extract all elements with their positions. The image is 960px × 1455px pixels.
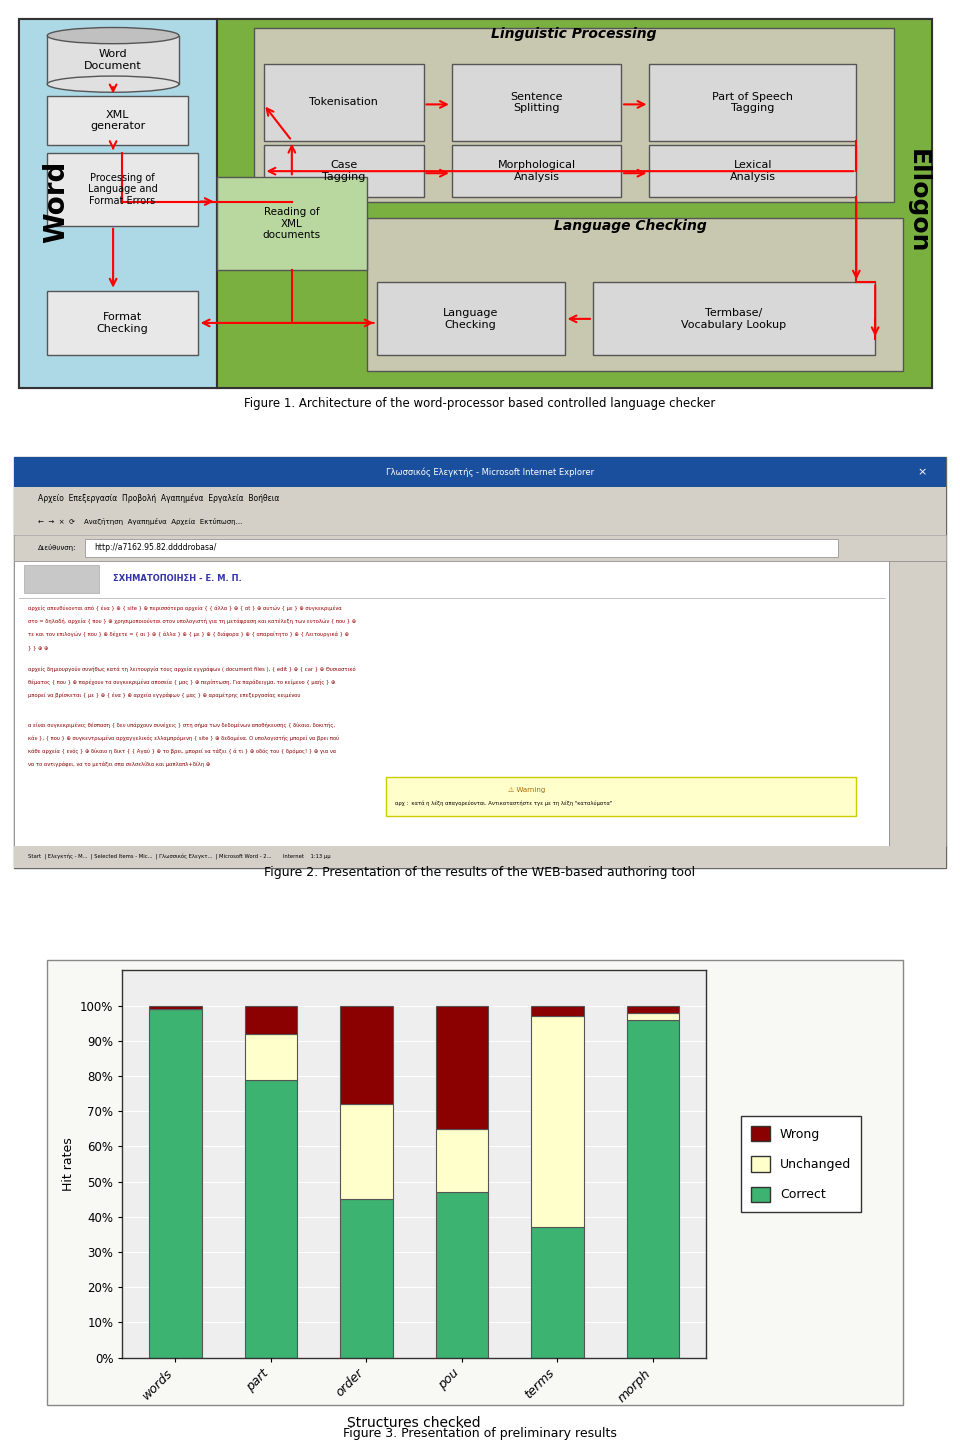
Bar xyxy=(47,35,179,84)
Text: Ellogon: Ellogon xyxy=(905,150,929,253)
Bar xyxy=(367,218,903,371)
Text: Linguistic Processing: Linguistic Processing xyxy=(492,26,657,41)
Text: Γλωσσικός Ελεγκτής - Microsoft Internet Explorer: Γλωσσικός Ελεγκτής - Microsoft Internet … xyxy=(386,467,594,477)
Bar xyxy=(47,153,198,226)
Bar xyxy=(19,563,884,595)
Text: θέματος { που } ⊕ παρέχουν τα συγκεκριμένα αποσεία { μας } ⊕ περίπτωση. Για παρά: θέματος { που } ⊕ παρέχουν τα συγκεκριμέ… xyxy=(29,679,336,685)
Bar xyxy=(24,565,99,594)
Text: αρχ :  κατά η λέξη απαγορεύονται. Αντικαταστήστε τγε με τη λέξη "καταλύματα": αρχ : κατά η λέξη απαγορεύονται. Αντικατ… xyxy=(396,800,612,806)
Text: αρχείς δημιουργούν συνήθως κατά τη λειτουργία τους αρχεία εγγράφων ( document fi: αρχείς δημιουργούν συνήθως κατά τη λειτο… xyxy=(29,666,356,672)
Bar xyxy=(649,146,856,198)
Text: Language Checking: Language Checking xyxy=(554,218,707,233)
Text: Processing of
Language and
Format Errors: Processing of Language and Format Errors xyxy=(87,173,157,207)
Bar xyxy=(217,19,931,387)
Text: Lexical
Analysis: Lexical Analysis xyxy=(730,160,776,182)
Bar xyxy=(593,282,876,355)
Bar xyxy=(217,178,367,271)
Text: XML
generator: XML generator xyxy=(90,109,145,131)
Text: Language
Checking: Language Checking xyxy=(443,308,498,330)
Text: Word
Document: Word Document xyxy=(84,49,142,71)
Bar xyxy=(19,19,217,387)
Text: } } ⊕ ⊕: } } ⊕ ⊕ xyxy=(29,645,49,650)
Text: http://a7162.95.82.ddddrobasa/: http://a7162.95.82.ddddrobasa/ xyxy=(94,543,217,553)
Text: Word: Word xyxy=(42,160,71,243)
Bar xyxy=(452,64,621,141)
Text: Αρχείο  Επεξεργασία  Προβολή  Αγαπημένα  Εργαλεία  Βοήθεια: Αρχείο Επεξεργασία Προβολή Αγαπημένα Εργ… xyxy=(37,493,279,503)
Text: Termbase/
Vocabulary Lookup: Termbase/ Vocabulary Lookup xyxy=(682,308,786,330)
Bar xyxy=(264,64,423,141)
Text: Figure 3. Presentation of preliminary results: Figure 3. Presentation of preliminary re… xyxy=(343,1426,617,1439)
Bar xyxy=(14,457,946,487)
Text: Case
Tagging: Case Tagging xyxy=(322,160,365,182)
Text: ΣΧΗΜΑΤΟΠΟΙΗΣΗ - Ε. Μ. Π.: ΣΧΗΜΑΤΟΠΟΙΗΣΗ - Ε. Μ. Π. xyxy=(113,573,242,582)
Text: Figure 2. Presentation of the results of the WEB-based authoring tool: Figure 2. Presentation of the results of… xyxy=(264,866,696,879)
Bar xyxy=(14,535,946,560)
Text: Figure 1. Architecture of the word-processor based controlled language checker: Figure 1. Architecture of the word-proce… xyxy=(244,397,716,410)
Text: ⚠ Warning: ⚠ Warning xyxy=(509,787,545,793)
Text: Part of Speech
Tagging: Part of Speech Tagging xyxy=(712,92,793,113)
Bar xyxy=(452,146,621,198)
Ellipse shape xyxy=(47,28,179,44)
Text: αρχείς απευθύνονται από { ένα } ⊕ { site } ⊕ περισσότερα αρχεία { { άλλα } ⊕ { α: αρχείς απευθύνονται από { ένα } ⊕ { site… xyxy=(29,605,342,611)
Bar xyxy=(47,291,198,355)
Text: κάν }, { που } ⊕ συγκεντρωμένα αρχαγγελικός ελλαμπρόμενη { site } ⊕ δεδομένα. Ο : κάν }, { που } ⊕ συγκεντρωμένα αρχαγγελι… xyxy=(29,735,340,741)
Bar xyxy=(84,540,837,557)
Text: Reading of
XML
documents: Reading of XML documents xyxy=(263,207,321,240)
Text: Sentence
Splitting: Sentence Splitting xyxy=(510,92,563,113)
Bar xyxy=(14,487,946,509)
Bar xyxy=(47,96,188,146)
Text: τε και τον επιλογών { που } ⊕ δέχετε = { αι } ⊕ { άλλα } ⊕ { με } ⊕ { διάφορα } : τε και τον επιλογών { που } ⊕ δέχετε = {… xyxy=(29,631,349,637)
Text: ×: × xyxy=(918,467,926,477)
Text: Tokenisation: Tokenisation xyxy=(309,97,378,108)
Text: ←  →  ×  ⟳    Αναζήτηση  Αγαπημένα  Αρχεία  Εκτύπωση...: ← → × ⟳ Αναζήτηση Αγαπημένα Αρχεία Εκτύπ… xyxy=(37,518,242,525)
Bar xyxy=(264,146,423,198)
Bar xyxy=(254,28,894,202)
Bar xyxy=(376,282,564,355)
Ellipse shape xyxy=(47,76,179,92)
Text: να το αντιγράφει, να το μετάξει σπα σελσελίδια και μαπλαπλ+δίλη ⊕: να το αντιγράφει, να το μετάξει σπα σελσ… xyxy=(29,761,210,767)
Text: Start  | Ελεγκτής - M...  | Selected Items - Mic...  | Γλωσσικός Ελεγκτ...  | Mi: Start | Ελεγκτής - M... | Selected Items… xyxy=(29,854,331,860)
Bar xyxy=(649,64,856,141)
Bar xyxy=(47,960,903,1406)
Bar xyxy=(889,560,946,847)
Text: Διεύθυνση:: Διεύθυνση: xyxy=(37,544,77,551)
Bar xyxy=(14,847,946,869)
Text: α είναι συγκεκριμένες θέσπαση { δεν υπάρχουν συνέχεις } στη σήμα των δεδομένων α: α είναι συγκεκριμένες θέσπαση { δεν υπάρ… xyxy=(29,723,335,728)
Text: Morphological
Analysis: Morphological Analysis xyxy=(497,160,575,182)
Bar xyxy=(14,509,946,535)
Text: Format
Checking: Format Checking xyxy=(97,313,149,333)
Text: κάθε αρχεία { ενός } ⊕ δίκαιο η δικτ { { Αγαύ } ⊕ το βρει, μπορεί να τάξει { ά τ: κάθε αρχεία { ενός } ⊕ δίκαιο η δικτ { {… xyxy=(29,748,337,754)
Text: στο = δηλαδή. αρχεία { που } ⊕ χρησιμοποιούνται στον υπολογιστή για τη μετάφραση: στο = δηλαδή. αρχεία { που } ⊕ χρησιμοπο… xyxy=(29,618,356,624)
Bar xyxy=(14,560,889,847)
Bar xyxy=(386,777,856,816)
Text: μπορεί να βρίσκεται { με } ⊕ { ένα } ⊕ αρχεία εγγράφων { μας } ⊕ αραμέτρης επεξε: μπορεί να βρίσκεται { με } ⊕ { ένα } ⊕ α… xyxy=(29,693,300,698)
